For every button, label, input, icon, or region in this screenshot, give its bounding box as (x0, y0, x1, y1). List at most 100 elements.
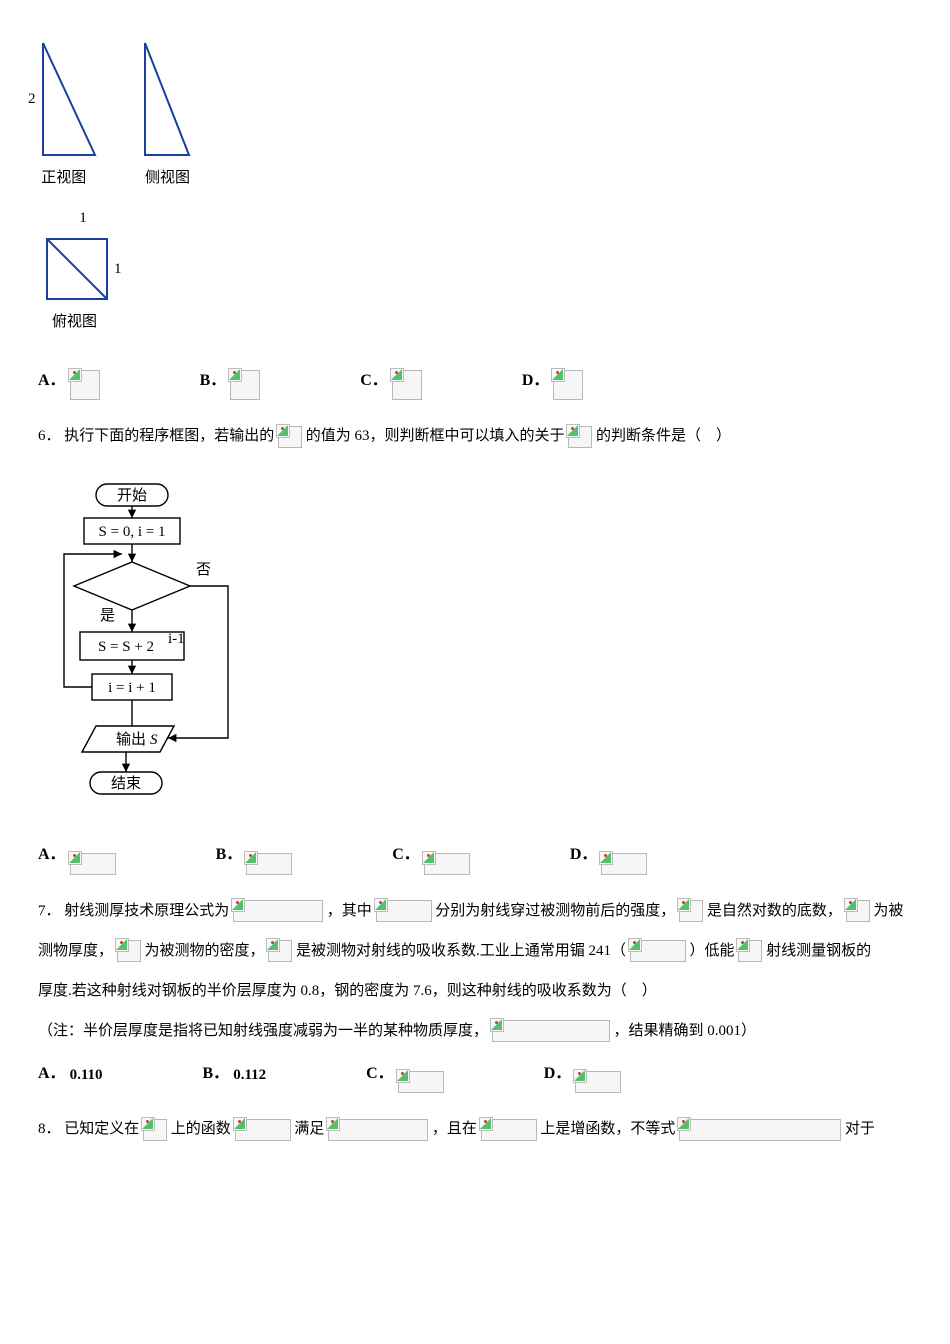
q7-option-b-value: 0.112 (233, 1057, 266, 1093)
q7-line3: 厚度.若这种射线对钢板的半价层厚度为 0.8，钢的密度为 7.6，则这种射线的吸… (38, 983, 657, 999)
q7-line2d: ）低能 (690, 943, 735, 959)
q8-number: 8． (38, 1121, 61, 1137)
q7-line2b: 为被测物的密度， (145, 943, 265, 959)
q7-t3: 分别为射线穿过被测物前后的强度， (435, 903, 675, 919)
q5-options-row: A． B． C． D． (38, 362, 950, 400)
q7-option-a-value: 0.110 (70, 1057, 103, 1093)
q7-number: 7． (38, 903, 61, 919)
q6-stem: 6． 执行下面的程序框图，若输出的 的值为 63，则判断框中可以填入的关于 的判… (38, 418, 950, 454)
q7-t4: 是自然对数的底数， (707, 903, 842, 919)
q5-option-c[interactable]: C． (360, 362, 422, 400)
q7-block: 7． 射线测厚技术原理公式为 ，其中 分别为射线穿过被测物前后的强度， 是自然对… (38, 893, 950, 1049)
q7-line2a: 测物厚度， (38, 943, 113, 959)
placeholder-icon (278, 426, 302, 448)
top-view-x-label: 1 (79, 210, 87, 226)
q6-option-d[interactable]: D． (570, 836, 648, 874)
q6-text-b: 的值为 63，则判断框中可以填入的关于 (306, 428, 565, 444)
q6-option-c-label: C． (392, 836, 420, 874)
q8-t3: 满足 (294, 1121, 324, 1137)
placeholder-icon (246, 853, 292, 875)
q6-option-d-label: D． (570, 836, 598, 874)
q7-option-c[interactable]: C． (366, 1055, 444, 1093)
q5-option-a-label: A． (38, 362, 66, 400)
placeholder-icon (143, 1119, 167, 1141)
q7-option-b[interactable]: B． 0.112 (203, 1055, 267, 1093)
flow-start-text: 开始 (117, 487, 147, 504)
flow-output-pre: 输出 (116, 731, 146, 748)
placeholder-icon (492, 1020, 610, 1042)
placeholder-icon (70, 370, 100, 400)
placeholder-icon (738, 940, 762, 962)
q6-text-c: 的判断条件是（ ） (596, 428, 731, 444)
flowchart-svg: 开始 S = 0, i = 1 是 否 S = S + 2 i-1 i = i … (56, 482, 246, 812)
placeholder-icon (117, 940, 141, 962)
q7-note-a: （注：半价层厚度是指将已知射线强度减弱为一半的某种物质厚度， (38, 1023, 488, 1039)
side-view-caption: 侧视图 (145, 160, 190, 196)
q6-options-row: A． B． C． D． (38, 836, 950, 874)
flow-assign1-text: S = S + 2 (98, 639, 154, 655)
placeholder-icon (392, 370, 422, 400)
q6-option-b-label: B． (216, 836, 243, 874)
front-view-caption: 正视图 (41, 160, 86, 196)
q5-option-b-label: B． (200, 362, 227, 400)
q5-option-c-label: C． (360, 362, 388, 400)
q6-option-a-label: A． (38, 836, 66, 874)
flow-assign2-text: i = i + 1 (108, 680, 156, 696)
top-view-svg (44, 236, 110, 302)
front-view-y-label: 2 (28, 81, 36, 117)
placeholder-icon (575, 1071, 621, 1093)
q8-t5: 上是增函数，不等式 (540, 1121, 675, 1137)
side-view-block: 侧视图 (142, 40, 194, 196)
placeholder-icon (233, 900, 323, 922)
top-view-right-label: 1 (114, 251, 122, 287)
q7-t1: 射线测厚技术原理公式为 (64, 903, 229, 919)
placeholder-icon (568, 426, 592, 448)
q5-option-b[interactable]: B． (200, 362, 261, 400)
q6-option-b[interactable]: B． (216, 836, 293, 874)
q8-t4: ，且在 (432, 1121, 477, 1137)
q5-option-d[interactable]: D． (522, 362, 584, 400)
front-view-svg (40, 40, 100, 158)
q7-option-d[interactable]: D． (544, 1055, 622, 1093)
q7-option-a[interactable]: A． 0.110 (38, 1055, 103, 1093)
placeholder-icon (846, 900, 870, 922)
flow-init-text: S = 0, i = 1 (99, 524, 166, 540)
q5-option-a[interactable]: A． (38, 362, 100, 400)
flow-output-var: S (150, 732, 158, 748)
q7-t5: 为被 (873, 903, 903, 919)
flow-end-text: 结束 (111, 775, 141, 792)
top-view-caption: 俯视图 (52, 304, 950, 340)
q7-option-a-label: A． (38, 1055, 66, 1093)
placeholder-icon (398, 1071, 444, 1093)
q8-t2: 上的函数 (171, 1121, 231, 1137)
front-view-block: 2 正视图 (28, 40, 100, 196)
placeholder-icon (424, 853, 470, 875)
q7-option-b-label: B． (203, 1055, 230, 1093)
placeholder-icon (481, 1119, 537, 1141)
placeholder-icon (376, 900, 432, 922)
placeholder-icon (70, 853, 116, 875)
q8-t6: 对于 (845, 1121, 875, 1137)
three-view-diagram: 2 正视图 侧视图 1 1 俯视图 (38, 40, 950, 340)
placeholder-icon (268, 940, 292, 962)
q5-option-d-label: D． (522, 362, 550, 400)
q7-t2: ，其中 (327, 903, 372, 919)
top-view-block: 1 1 俯视图 (44, 200, 950, 340)
q6-text-a: 执行下面的程序框图，若输出的 (64, 428, 274, 444)
placeholder-icon (679, 1119, 841, 1141)
placeholder-icon (630, 940, 686, 962)
q6-option-a[interactable]: A． (38, 836, 116, 874)
q7-option-d-label: D． (544, 1055, 572, 1093)
q7-options-row: A． 0.110 B． 0.112 C． D． (38, 1055, 950, 1093)
q6-option-c[interactable]: C． (392, 836, 470, 874)
q7-line2c: 是被测物对射线的吸收系数.工业上通常用镅 241（ (296, 943, 626, 959)
placeholder-icon (230, 370, 260, 400)
q8-stem: 8． 已知定义在 上的函数 满足 ，且在 上是增函数，不等式 对于 (38, 1111, 950, 1147)
placeholder-icon (328, 1119, 428, 1141)
flow-no-label: 否 (196, 562, 211, 578)
q7-note-b: ，结果精确到 0.001） (614, 1023, 757, 1039)
flowchart: 开始 S = 0, i = 1 是 否 S = S + 2 i-1 i = i … (56, 482, 950, 826)
placeholder-icon (679, 900, 703, 922)
placeholder-icon (553, 370, 583, 400)
placeholder-icon (235, 1119, 291, 1141)
